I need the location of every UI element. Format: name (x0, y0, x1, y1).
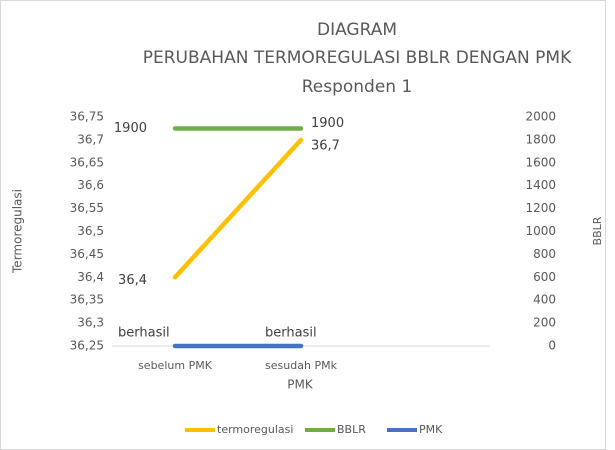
y-tick-label: 36,75 (70, 110, 104, 124)
y2-tick-label: 600 (533, 270, 556, 284)
y2-tick-label: 2000 (525, 110, 556, 124)
x-axis-label: PMK (287, 378, 314, 392)
y-tick-label: 36,5 (77, 224, 104, 238)
chart-title: DIAGRAM (317, 20, 397, 40)
data-label: 1900 (114, 121, 147, 136)
chart-subtitle: Responden 1 (302, 77, 413, 97)
data-label: 1900 (311, 116, 344, 131)
y-tick-label: 36,3 (77, 316, 104, 330)
y2-tick-label: 1200 (525, 201, 556, 215)
x-tick-label: sesudah PMk (265, 359, 338, 372)
legend-label: BBLR (337, 423, 366, 436)
y-tick-label: 36,25 (70, 339, 104, 353)
y2-tick-label: 400 (533, 293, 556, 307)
y2-axis-label: BBLR (591, 216, 604, 245)
y-axis-label: Termoregulasi (11, 189, 25, 274)
y2-tick-label: 1000 (525, 224, 556, 238)
legend-label: termoregulasi (217, 423, 293, 436)
y-tick-label: 36,35 (70, 293, 104, 307)
data-label: 36,7 (311, 138, 340, 153)
chart-subtitle: PERUBAHAN TERMOREGULASI BBLR DENGAN PMK (143, 48, 572, 68)
series-line (172, 137, 304, 280)
y-tick-label: 36,65 (70, 155, 104, 169)
y2-tick-label: 1800 (525, 132, 556, 146)
y2-tick-label: 200 (533, 316, 556, 330)
y2-tick-label: 1400 (525, 178, 556, 192)
y-tick-label: 36,55 (70, 201, 104, 215)
data-label: berhasil (265, 326, 317, 341)
y2-tick-label: 1600 (525, 155, 556, 169)
y-tick-label: 36,7 (77, 132, 104, 146)
y2-tick-label: 800 (533, 247, 556, 261)
y-tick-label: 36,4 (77, 270, 104, 284)
legend-label: PMK (419, 423, 443, 436)
x-tick-label: sebelum PMK (138, 359, 213, 372)
y-tick-label: 36,6 (77, 178, 104, 192)
data-label: 36,4 (118, 273, 147, 288)
y2-tick-label: 0 (548, 339, 556, 353)
data-label: berhasil (118, 326, 170, 341)
y-tick-label: 36,45 (70, 247, 104, 261)
